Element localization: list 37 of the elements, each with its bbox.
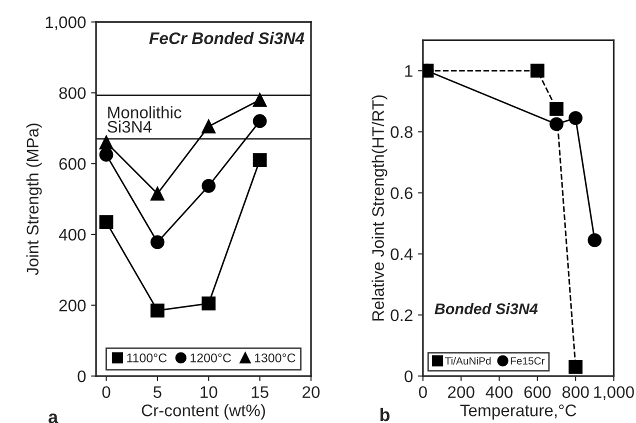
y-tick-label: 200 xyxy=(59,300,86,312)
y-tick-label: 0.6 xyxy=(390,187,412,200)
x-tick-label: 10 xyxy=(200,386,218,398)
legend-label: Ti/AuNiPd xyxy=(445,356,491,365)
chart-title: FeCr Bonded Si3N4 xyxy=(149,32,304,44)
x-axis-title: Temperature,°C xyxy=(460,404,576,420)
x-tick-label: 800 xyxy=(562,386,589,398)
y-tick-label: 0 xyxy=(404,370,413,382)
legend-label: 1200°C xyxy=(190,353,231,362)
x-tick-label: 0 xyxy=(102,386,110,398)
y-tick-label: 0.4 xyxy=(390,248,413,260)
y-axis-title: Joint Strength (MPa) xyxy=(26,124,42,276)
x-tick-label: 400 xyxy=(486,386,513,398)
text: b xyxy=(380,408,390,422)
x-tick-label: 1,000 xyxy=(594,386,634,400)
legend-label: Fe15Cr xyxy=(510,357,545,365)
x-tick-label: 15 xyxy=(252,386,268,398)
y-tick-label: 0.8 xyxy=(390,126,412,138)
legend-label: 1300°C xyxy=(254,353,296,362)
x-tick-label: 20 xyxy=(302,386,320,398)
x-tick-label: 5 xyxy=(153,386,162,398)
text: a xyxy=(48,413,58,423)
y-tick-label: 600 xyxy=(59,158,86,170)
y-tick-label: 800 xyxy=(59,87,86,100)
y-axis-title: Relative Joint Strength(HT/RT) xyxy=(372,95,388,321)
ref-line-label: Monolithic Si3N4 xyxy=(108,106,182,133)
x-axis-title: Cr-content (wt%) xyxy=(142,404,265,420)
y-tick-label: 1,000 xyxy=(46,16,86,30)
y-tick-label: 0.2 xyxy=(390,309,412,322)
y-tick-label: 400 xyxy=(58,228,86,241)
text: Bonded Si3N4 xyxy=(434,303,538,314)
x-tick-label: 600 xyxy=(524,386,551,398)
y-tick-label: 1 xyxy=(405,65,412,77)
legend-label: 1100°C xyxy=(127,353,167,362)
y-tick-label: 0 xyxy=(78,370,86,382)
x-tick-label: 0 xyxy=(418,386,427,398)
x-tick-label: 200 xyxy=(448,386,474,398)
